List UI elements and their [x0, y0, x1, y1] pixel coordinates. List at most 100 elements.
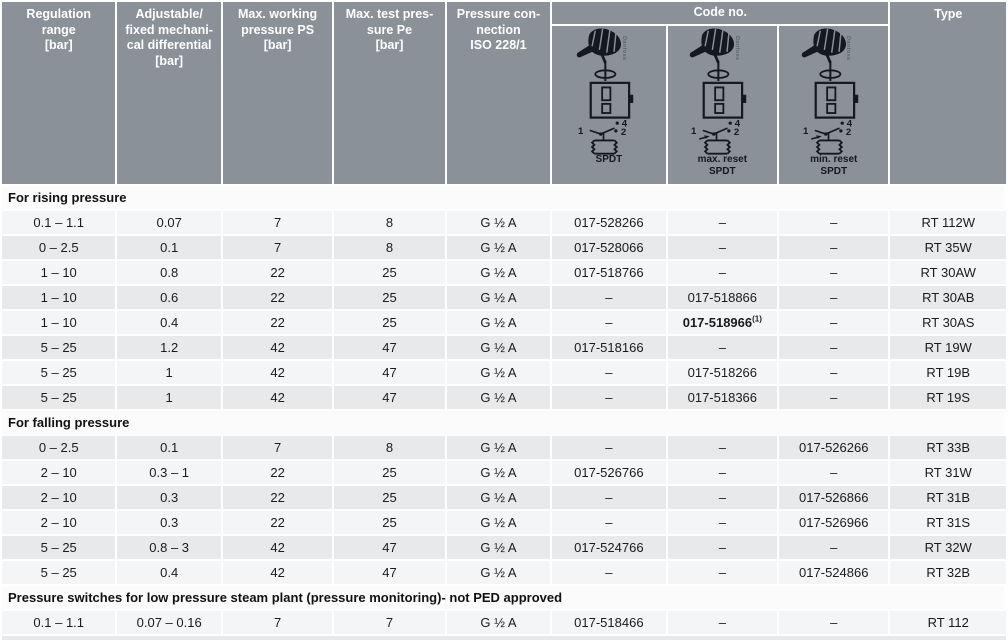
cell-code-max-reset: – — [667, 211, 780, 236]
table-row: 0 – 2.5 0.1 7 8 G ½ A 017-528066– – RT 35W — [2, 236, 1006, 261]
cell-code-spdt: – — [552, 311, 668, 336]
cell-code-max-reset: – — [667, 536, 780, 561]
adjustment-hand-min-reset-diagram-icon — [786, 28, 882, 156]
table-row: 1 – 10 0.6 22 25 G ½ A –017-518866– RT 30AB — [2, 286, 1006, 311]
cell-regulation-range: 0.1 – 1.1 — [2, 211, 118, 236]
section-header-row: For falling pressure — [2, 411, 1006, 436]
cell-mechanical-differential: 1.2 — [117, 336, 223, 361]
cell-code-spdt: 017-518166 — [552, 336, 668, 361]
cell-type: RT 33B — [890, 436, 1006, 461]
cell-max-working-pressure: 7 — [222, 236, 335, 261]
adjustment-hand-max-reset-diagram-icon — [674, 28, 770, 156]
cell-mechanical-differential: 0.8 — [117, 261, 223, 286]
col-header-mechanical-differential: Adjustable/ fixed mechani- cal different… — [117, 2, 223, 186]
cell-max-test-pressure: 47 — [334, 336, 447, 361]
adjustment-hand-spdt-diagram-icon — [561, 28, 657, 156]
cell-mechanical-differential: 0.07 — [117, 211, 223, 236]
cell-code-spdt: – — [552, 286, 668, 311]
col-header-max-test-pressure: Max. test pres- sure Pe [bar] — [334, 2, 447, 186]
cell-regulation-range: 1 – 10 — [2, 261, 118, 286]
cell-pressure-connection: G ½ A — [446, 311, 553, 336]
cell-type: RT 19B — [890, 361, 1006, 386]
cell-max-test-pressure: 47 — [334, 361, 447, 386]
cell-code-min-reset: – — [779, 286, 891, 311]
section-header-row: For rising pressure — [2, 186, 1006, 211]
code-variant-caption: SPDT — [595, 154, 623, 165]
cell-regulation-range: 5 – 25 — [2, 361, 118, 386]
cell-code-spdt: – — [552, 436, 668, 461]
cell-max-working-pressure: 22 — [222, 311, 335, 336]
cell-max-test-pressure: 47 — [334, 561, 447, 586]
cell-pressure-connection: G ½ A — [446, 361, 553, 386]
section-title: For falling pressure — [2, 411, 1006, 436]
code-variant-spdt: SPDT Danfoss — [552, 26, 668, 186]
cell-max-test-pressure: 7 — [334, 611, 447, 636]
cell-max-test-pressure: 8 — [334, 436, 447, 461]
cell-code-spdt: – — [552, 561, 668, 586]
cell-code-min-reset: 017-526866 — [779, 486, 891, 511]
cell-code-max-reset: – — [667, 461, 780, 486]
cell-max-working-pressure: 42 — [222, 536, 335, 561]
col-header-type: Type — [890, 2, 1006, 186]
cell-code-min-reset: – — [779, 336, 891, 361]
cell-regulation-range: 1 – 10 — [2, 311, 118, 336]
cell-max-working-pressure: 42 — [222, 386, 335, 411]
cell-code-min-reset: – — [779, 261, 891, 286]
cell-code-max-reset: 017-518966(1) — [667, 311, 780, 336]
col-header-regulation-range: Regulation range [bar] — [2, 2, 118, 186]
cell-code-spdt: 017-518466 — [552, 611, 668, 636]
cell-regulation-range: 5 – 25 — [2, 536, 118, 561]
cell-type: RT 30AW — [890, 261, 1006, 286]
cell-regulation-range: 2 – 10 — [2, 511, 118, 536]
cell-pressure-connection: G ½ A — [446, 486, 553, 511]
table-row: 2 – 10 0.3 22 25 G ½ A – –017-526966 RT 31S — [2, 511, 1006, 536]
cell-type: RT 19S — [890, 386, 1006, 411]
table-row: 0.1 – 1.1 0.07 7 8 G ½ A 017-528266– – RT 112W — [2, 211, 1006, 236]
cell-code-max-reset: – — [667, 261, 780, 286]
cell-regulation-range: 5 – 25 — [2, 386, 118, 411]
cell-max-test-pressure: 25 — [334, 286, 447, 311]
table-row: 5 – 25 0.8 – 3 42 47 G ½ A 017-524766– – RT 32W — [2, 536, 1006, 561]
cell-code-min-reset: 017-526966 — [779, 511, 891, 536]
table-row: 5 – 25 1.2 42 47 G ½ A 017-518166– – RT 19W — [2, 336, 1006, 361]
cell-code-spdt: 017-524766 — [552, 536, 668, 561]
cell-pressure-connection: G ½ A — [446, 511, 553, 536]
cell-type: RT 112W — [890, 211, 1006, 236]
cell-max-working-pressure: 22 — [222, 511, 335, 536]
cell-max-working-pressure: 42 — [222, 336, 335, 361]
cell-mechanical-differential: 0.3 — [117, 511, 223, 536]
cell-max-test-pressure: 25 — [334, 311, 447, 336]
cell-mechanical-differential: 0.8 – 3 — [117, 536, 223, 561]
cell-code-min-reset: – — [779, 361, 891, 386]
cell-regulation-range: 0 – 2.5 — [2, 236, 118, 261]
code-variant-max-reset: max. reset SPDT Danfoss — [667, 26, 780, 186]
cell-mechanical-differential: 0.1 — [117, 436, 223, 461]
col-header-pressure-connection: Pressure con- nection ISO 228/1 — [446, 2, 553, 186]
cell-code-max-reset: 017-518866 — [667, 286, 780, 311]
cell-max-test-pressure: 8 — [334, 211, 447, 236]
cell-pressure-connection: G ½ A — [446, 561, 553, 586]
cell-pressure-connection: G ½ A — [446, 386, 553, 411]
cell-code-max-reset: – — [667, 436, 780, 461]
cell-regulation-range: 2 – 10 — [2, 461, 118, 486]
cell-code-max-reset: – — [667, 486, 780, 511]
col-header-code-no: Code no. — [552, 2, 891, 26]
cell-max-test-pressure: 25 — [334, 461, 447, 486]
cell-code-min-reset: – — [779, 536, 891, 561]
cell-code-spdt: – — [552, 386, 668, 411]
cell-regulation-range: 0 – 2.5 — [2, 436, 118, 461]
table-row: 2 – 10 0.3 22 25 G ½ A – –017-526866 RT 31B — [2, 486, 1006, 511]
cell-type: RT 19W — [890, 336, 1006, 361]
cell-code-spdt: 017-518766 — [552, 261, 668, 286]
cell-mechanical-differential: 0.1 — [117, 236, 223, 261]
cell-code-min-reset: 017-526266 — [779, 436, 891, 461]
cell-pressure-connection: G ½ A — [446, 286, 553, 311]
cell-regulation-range: 5 – 25 — [2, 336, 118, 361]
table-row: 5 – 25 1 42 47 G ½ A –017-518366– RT 19S — [2, 386, 1006, 411]
cell-regulation-range: 0.1 – 1.1 — [2, 611, 118, 636]
cell-pressure-connection: G ½ A — [446, 261, 553, 286]
table-row: 5 – 25 0.4 42 47 G ½ A – –017-524866 RT 32B — [2, 561, 1006, 586]
cell-max-working-pressure: 22 — [222, 486, 335, 511]
